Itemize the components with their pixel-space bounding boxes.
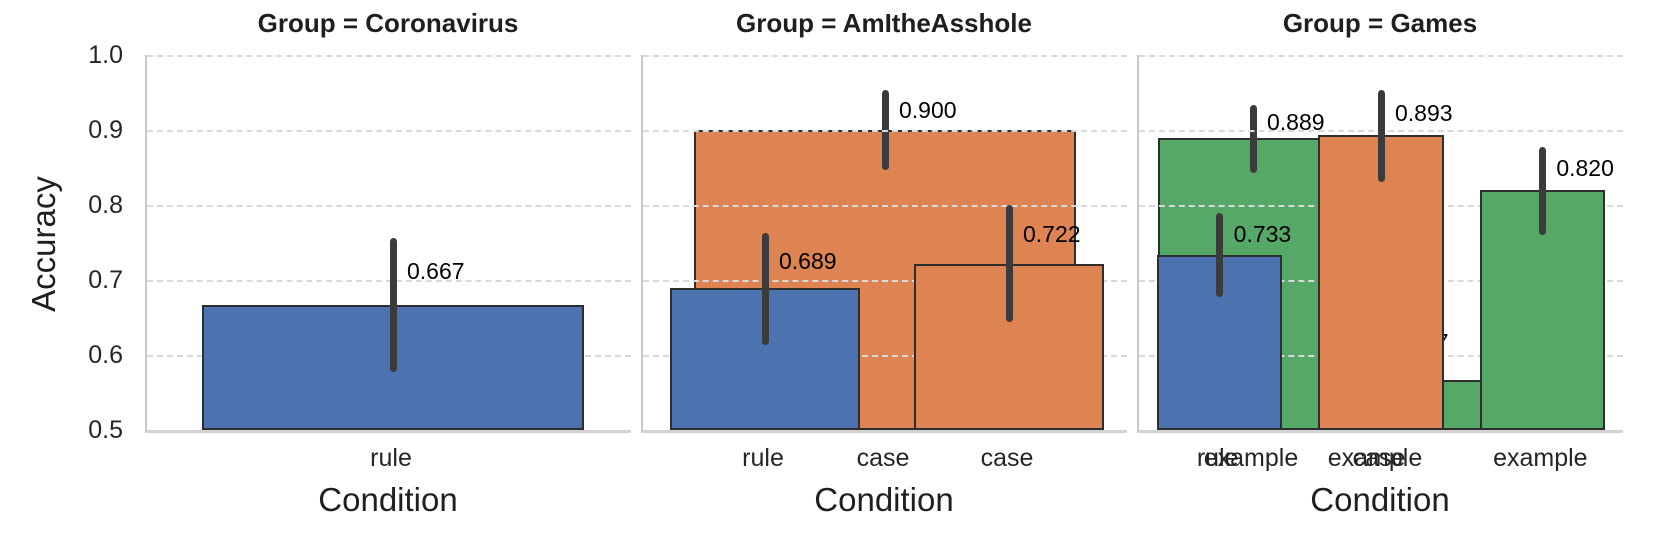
x-tick-label-example: example [1327,444,1423,472]
gridline [643,280,1127,282]
x-tick-label-case: case [856,444,910,472]
error-bar-case [1377,90,1385,182]
bar-value-label: 0.689 [779,247,837,274]
x-axis-label: Condition [1310,481,1450,518]
x-tick-label-example: example [1493,444,1588,472]
y-tick-label-1.0: 1.0 [88,41,123,69]
gridline [1139,55,1623,57]
facet-panels: Group = Coronavirus0.6670.9000.567ruleca… [145,0,1623,554]
y-tick-label-0.6: 0.6 [88,341,123,369]
y-tick-label-0.8: 0.8 [88,191,123,219]
gridline [643,55,1127,57]
x-tick-label-case: case [1352,444,1406,472]
x-tick-label-rule: rule [1196,444,1239,472]
error-bar-case [1005,205,1013,322]
facet-panel-1: Group = AmItheAsshole 0.689 0.722 0.889 rule… [641,0,1348,554]
facet-title: Group = AmItheAsshole [736,8,1032,38]
error-bar-example [1538,146,1546,235]
error-bar-rule [1216,213,1224,298]
error-bar-rule [389,238,397,372]
error-bar-rule [761,232,769,346]
x-axis-label: Condition [814,481,954,518]
facet-title: Group = Games [1282,8,1478,38]
gridline [643,355,1127,357]
error-bar-example [1249,105,1257,173]
x-tick-label-rule: rule [742,444,784,472]
x-tick-label-rule: rule [370,444,412,472]
y-tick-label-0.9: 0.9 [88,116,123,144]
gridline [147,55,631,57]
bar-value-label: 0.900 [899,97,957,124]
plot-area: 0.733 0.893 0.820 [1137,55,1623,433]
bar-value-label: 0.893 [1395,99,1453,126]
x-axis-label: Condition [318,481,458,518]
gridline [643,130,1127,132]
bar-value-label: 0.722 [1023,221,1081,248]
facet-title: Group = Coronavirus [257,8,519,38]
x-tick-label-case: case [980,444,1034,472]
x-tick-label-example: example [1203,444,1299,472]
y-tick-label-0.5: 0.5 [88,416,123,444]
plot-area: 0.689 0.722 0.889 [641,55,1348,433]
facet-panel-0: Group = Coronavirus0.6670.9000.567ruleca… [145,0,1568,554]
y-axis: Accuracy 1.0 0.9 0.8 0.7 0.6 0.5 [0,0,145,554]
gridline [147,280,631,282]
bar-case [1318,135,1444,430]
gridline [147,130,631,132]
bar-value-label: 0.820 [1556,155,1614,182]
gridline [643,205,1127,207]
bar-value-label: 0.733 [1233,221,1292,248]
facet-panel-2: Group = Games 0.733 0.893 0.820 rule case exam… [1137,0,1623,554]
y-tick-label-0.7: 0.7 [88,266,123,294]
bar-value-label: 0.667 [407,258,465,285]
gridline [147,205,631,207]
